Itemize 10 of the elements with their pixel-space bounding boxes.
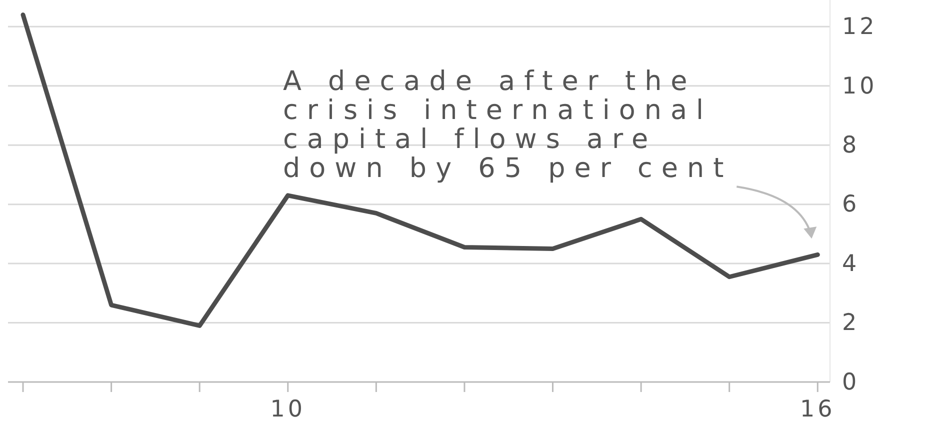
y-tick-label: 12: [842, 14, 878, 40]
y-tick-label: 4: [842, 250, 860, 277]
y-tick-label: 6: [842, 192, 860, 218]
y-tick-label: 0: [842, 369, 860, 396]
line-series: [20, 12, 820, 328]
x-tick-label: 16: [800, 396, 836, 421]
y-tick-label: 8: [842, 132, 860, 158]
y-tick-label: 2: [842, 310, 860, 336]
y-tick-label: 10: [842, 73, 878, 100]
annotation: A decade after the crisis international capital flows are down by 65 per cent: [283, 66, 733, 184]
